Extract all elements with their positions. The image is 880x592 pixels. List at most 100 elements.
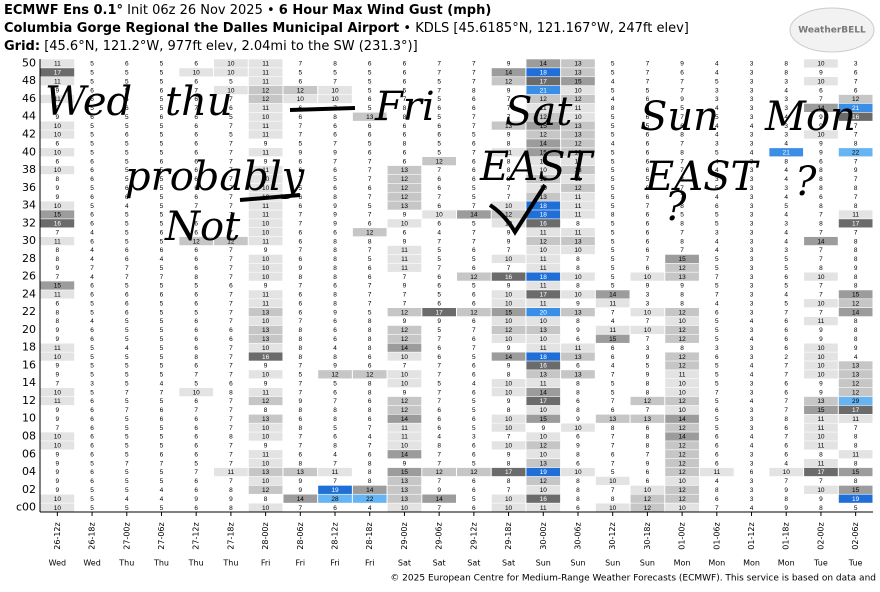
cell	[699, 201, 734, 210]
cell-label: 9	[576, 443, 580, 450]
cell	[595, 245, 630, 255]
cell	[387, 103, 422, 112]
cell	[838, 228, 873, 237]
cell	[769, 308, 804, 317]
cell-label: 5	[437, 96, 441, 103]
cell	[838, 290, 873, 299]
cell	[699, 148, 734, 157]
cell	[526, 94, 561, 104]
cell	[526, 228, 561, 237]
cell	[352, 396, 387, 406]
cell-label: 12	[678, 398, 686, 405]
cell	[179, 236, 214, 246]
cell-label: 6	[784, 345, 788, 352]
cell	[75, 94, 109, 104]
cell	[665, 476, 699, 486]
cell-label: 10	[817, 372, 825, 379]
cell	[248, 352, 283, 361]
cell	[109, 77, 144, 86]
cell-label: 14	[366, 487, 374, 494]
cell-label: 6	[368, 274, 372, 281]
cell	[422, 459, 456, 468]
cell-label: 12	[262, 87, 270, 94]
cell-label: 7	[507, 247, 511, 254]
cell	[457, 112, 491, 121]
cell-label: 4	[784, 194, 788, 201]
cell	[561, 308, 595, 317]
cell-label: 6	[646, 221, 650, 228]
cell	[561, 467, 595, 477]
cell-label: 6	[194, 149, 198, 156]
cell-label: 7	[646, 78, 650, 85]
cell-label: 7	[229, 265, 233, 272]
cell	[352, 130, 387, 139]
cell	[109, 476, 144, 486]
cell-label: 7	[680, 114, 684, 121]
cell	[318, 325, 352, 335]
cell	[526, 467, 561, 477]
cell-label: 5	[90, 300, 94, 307]
cell-label: 13	[540, 194, 548, 201]
cell	[248, 405, 283, 414]
cell	[838, 405, 873, 414]
cell-label: 14	[817, 105, 825, 112]
cell-label: 6	[299, 194, 303, 201]
cell	[318, 494, 352, 503]
cell-label: 11	[262, 123, 269, 130]
cell-label: 12	[401, 176, 409, 183]
cell	[561, 245, 595, 255]
cell-label: 11	[575, 158, 582, 165]
cell	[595, 414, 630, 423]
cell	[214, 228, 248, 237]
cell	[40, 112, 75, 121]
cell	[387, 263, 422, 272]
cell	[387, 503, 422, 512]
cell	[491, 59, 526, 68]
cell	[40, 201, 75, 210]
cell-label: 10	[262, 478, 270, 485]
cell	[144, 494, 179, 503]
cell	[352, 272, 387, 281]
cell-label: 8	[333, 265, 337, 272]
cell-label: 6	[784, 336, 788, 343]
cell-label: 13	[297, 469, 305, 476]
x-tick-label: 29-00z	[400, 522, 409, 549]
cell-label: 7	[299, 443, 303, 450]
cell	[387, 343, 422, 352]
cell	[248, 450, 283, 459]
cell	[665, 228, 699, 237]
cell	[665, 219, 699, 228]
cell	[144, 467, 179, 477]
cell	[40, 299, 75, 308]
cell-label: 8	[56, 309, 60, 316]
cell-label: 9	[333, 309, 337, 316]
cell	[283, 201, 318, 210]
cell	[214, 450, 248, 459]
cell-label: 7	[437, 398, 441, 405]
cell	[665, 441, 699, 450]
cell-label: 3	[854, 61, 858, 68]
cell	[561, 441, 595, 450]
cell	[665, 165, 699, 175]
cell	[352, 228, 387, 237]
cell	[699, 308, 734, 317]
cell	[561, 272, 595, 281]
cell-label: 6	[194, 78, 198, 85]
cell	[214, 379, 248, 388]
cell	[491, 334, 526, 343]
cell	[144, 174, 179, 184]
cell-label: 11	[262, 212, 269, 219]
cell	[40, 396, 75, 406]
cell	[561, 59, 595, 68]
cell-label: 8	[368, 469, 372, 476]
cell-label: 12	[574, 96, 582, 103]
cell	[595, 174, 630, 184]
cell-label: 4	[125, 203, 129, 210]
cell-label: 6	[333, 283, 337, 290]
cell-label: 8	[819, 505, 823, 512]
cell	[526, 290, 561, 299]
cell	[630, 361, 665, 370]
cell	[283, 210, 318, 219]
cell	[352, 459, 387, 468]
cell	[838, 414, 873, 423]
